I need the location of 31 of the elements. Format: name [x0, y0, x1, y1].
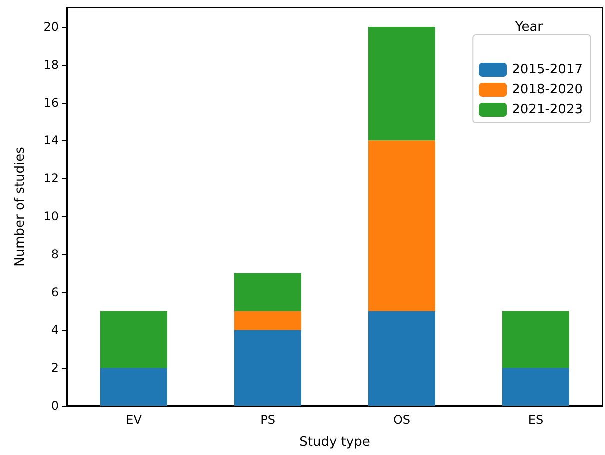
bar — [502, 368, 570, 406]
bar — [368, 140, 436, 312]
bar — [100, 311, 168, 368]
legend-title: Year — [514, 20, 544, 35]
bar — [368, 311, 436, 406]
legend-label: 2015-2017 — [512, 62, 583, 78]
legend-label: 2021-2023 — [512, 102, 583, 118]
bar — [502, 311, 570, 368]
y-tick-label: 0 — [51, 399, 59, 413]
y-tick-label: 12 — [44, 172, 59, 186]
x-tick-label: PS — [260, 413, 276, 427]
y-axis-title: Number of studies — [13, 146, 28, 267]
y-tick-label: 20 — [44, 20, 59, 34]
y-tick-label: 8 — [51, 247, 59, 262]
y-tick-label: 10 — [44, 209, 59, 224]
bar — [234, 311, 302, 330]
x-tick-label: OS — [393, 413, 411, 427]
y-tick-label: 4 — [51, 323, 59, 338]
bar — [368, 26, 436, 141]
y-tick-label: 18 — [44, 58, 59, 72]
y-tick-label: 16 — [44, 96, 59, 110]
y-tick-label: 2 — [51, 361, 59, 376]
bar — [234, 330, 302, 406]
x-tick-label: EV — [126, 413, 143, 427]
x-axis-title: Study type — [300, 435, 370, 450]
x-tick-label: ES — [528, 413, 544, 427]
bar — [234, 273, 302, 312]
legend-label: 2018-2020 — [512, 82, 583, 98]
bar — [100, 368, 168, 406]
y-tick-label: 14 — [44, 134, 59, 148]
y-tick-label: 6 — [51, 285, 59, 300]
